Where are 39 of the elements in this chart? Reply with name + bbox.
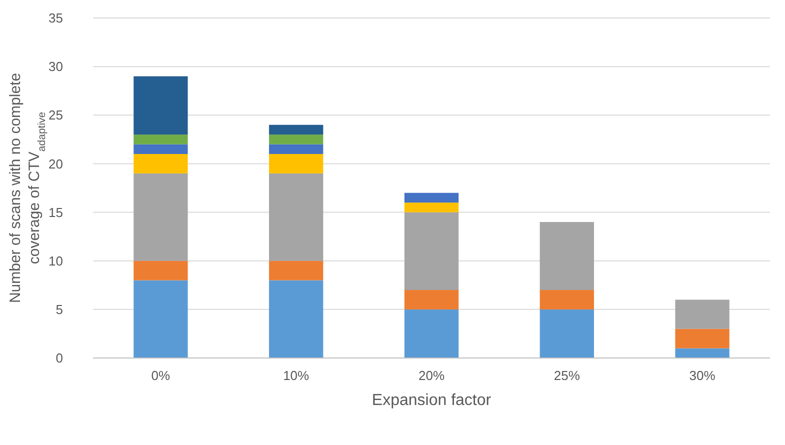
y-tick-label: 25 (48, 108, 63, 123)
bar (404, 212, 459, 290)
bar (404, 202, 459, 212)
bar (269, 280, 324, 358)
bar (675, 348, 730, 358)
bar (540, 309, 594, 358)
bar (404, 290, 459, 310)
bar (404, 309, 459, 358)
y-tick-label: 30 (48, 59, 63, 74)
bar (540, 222, 594, 290)
bar (134, 154, 188, 174)
bar (134, 134, 188, 144)
x-tick-label: 10% (283, 368, 310, 383)
bar (269, 173, 324, 261)
bar (134, 173, 188, 261)
bar (269, 124, 324, 135)
y-tick-label: 0 (56, 350, 63, 366)
y-tick-label: 35 (48, 10, 63, 26)
bar (269, 154, 324, 174)
x-tick-label: 25% (554, 368, 580, 383)
bar (675, 300, 730, 329)
bar (540, 290, 594, 310)
bar (404, 192, 459, 203)
bar (134, 76, 188, 135)
x-tick-label: 30% (689, 368, 716, 383)
y-tick-label: 5 (56, 302, 63, 317)
y-tick-label: 15 (48, 204, 63, 220)
x-tick-label: 0% (151, 368, 171, 383)
bar (269, 260, 324, 280)
x-axis-title: Expansion factor (372, 392, 492, 409)
y-tick-label: 10 (48, 253, 63, 268)
x-tick-label: 20% (418, 368, 445, 383)
bar (134, 144, 188, 154)
y-tick-label: 20 (48, 156, 63, 172)
bar (269, 134, 324, 144)
bar (134, 280, 188, 358)
bar (675, 328, 730, 348)
bar (269, 144, 324, 154)
bar (134, 260, 188, 280)
